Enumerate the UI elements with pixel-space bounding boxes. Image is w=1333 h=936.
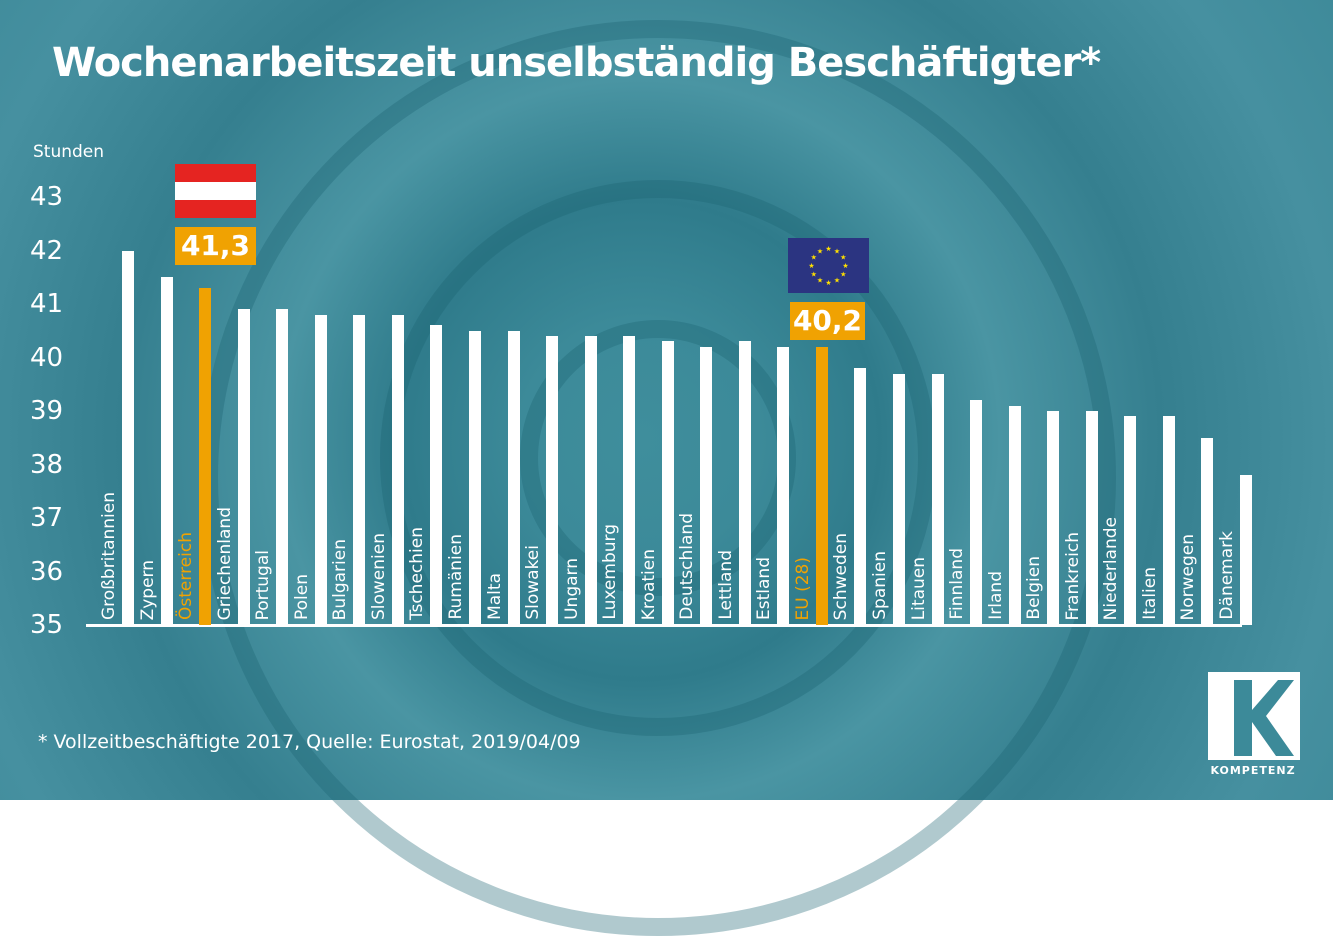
bar-malta [507,330,520,625]
bar-zypern [160,277,173,625]
x-tick-label: Bulgarien [330,538,351,620]
svg-text:★: ★ [817,247,823,255]
bar-norwegen [1201,437,1214,625]
bar-belgien [1047,411,1060,625]
value-label-eu: 40,2 [790,302,865,340]
x-tick-label: Portugal [253,549,274,620]
bar-tschechien [430,325,443,625]
svg-text:★: ★ [825,279,831,287]
x-tick-label: Irland [985,571,1006,620]
x-tick-label: Lettland [715,550,736,620]
bar-schweden [854,368,867,625]
x-tick-label: Schweden [831,532,852,620]
bar-rumänien [468,330,481,625]
bar-kroatien [661,341,674,625]
x-tick-label: Großbritannien [99,492,119,620]
x-tick-label: Griechenland [214,506,235,620]
austria-flag-icon [175,164,256,218]
svg-text:★: ★ [808,262,814,270]
y-axis-label: Stunden [33,142,105,162]
x-tick-label: Spanien [870,551,890,620]
x-tick-label: Kroatien [638,548,659,620]
x-tick-label: Österreich [176,532,197,620]
bar-ungarn [584,336,597,625]
y-tick-label: 37 [30,503,64,533]
y-tick-label: 39 [30,396,64,426]
eu-flag-icon: ★ ★ ★ ★ ★ ★ ★ ★ ★ ★ ★ ★ [788,238,869,293]
bar-slowakei [546,336,559,625]
svg-text:★: ★ [834,247,840,255]
y-tick-label: 42 [30,235,64,266]
bar-irland [1008,405,1021,625]
bar-eu-28- [815,346,828,625]
bar-niederlande [1124,416,1137,625]
bar-estland [777,346,790,625]
x-tick-label: Zypern [137,559,158,620]
x-axis-line [86,624,1242,627]
x-tick-label: Belgien [1024,556,1045,620]
x-tick-label: Slowenien [368,532,389,620]
bar-großbritannien [122,250,134,625]
x-tick-label: Ungarn [561,558,582,620]
bar-portugal [276,309,289,625]
svg-text:★: ★ [817,277,823,285]
chart-title: Wochenarbeitszeit unselbständig Beschäft… [52,40,1101,86]
x-tick-label: Estland [754,557,775,620]
x-tick-label: Niederlande [1101,516,1122,620]
x-tick-label: Norwegen [1178,533,1199,621]
svg-text:★: ★ [834,277,840,285]
x-tick-label: EU (28) [792,556,813,620]
x-tick-label: Frankreich [1062,531,1083,621]
y-tick-label: 43 [30,182,64,212]
bar-litauen [931,373,944,625]
logo-text: KOMPETENZ [1210,764,1296,777]
y-tick-label: 41 [30,289,64,319]
x-tick-label: Dänemark [1216,531,1237,620]
x-tick-label: Italien [1139,567,1160,620]
bar-dänemark [1239,475,1252,625]
bar-frankreich [1085,411,1098,625]
bar-griechenland [237,309,250,625]
bar-polen [314,314,327,625]
bar-italien [1162,416,1175,625]
svg-text:★: ★ [811,271,817,279]
bar-luxemburg [623,336,636,625]
bar-slowenien [391,314,404,625]
svg-text:★: ★ [842,262,848,270]
x-tick-label: Litauen [908,556,929,620]
kompetenz-logo [1208,672,1300,760]
y-tick-label: 38 [30,449,64,480]
svg-text:★: ★ [825,245,831,253]
x-tick-label: Polen [291,573,312,620]
x-tick-label: Slowakei [523,545,544,620]
x-tick-label: Rumänien [445,534,466,620]
bar-lettland [738,341,751,625]
y-tick-label: 35 [30,610,64,640]
svg-text:★: ★ [811,254,817,262]
bar-österreich [199,287,212,625]
bar-deutschland [700,346,713,625]
bar-bulgarien [353,314,366,625]
svg-text:★: ★ [840,271,846,279]
y-tick-label: 36 [30,556,64,587]
x-tick-label: Tschechien [407,526,428,620]
value-label-oesterreich: 41,3 [175,227,256,265]
bar-spanien [893,373,905,625]
x-tick-label: Malta [484,573,505,620]
y-tick-label: 40 [30,342,64,373]
x-tick-label: Deutschland [677,513,698,620]
footnote: * Vollzeitbeschäftigte 2017, Quelle: Eur… [38,731,581,753]
x-tick-label: Luxemburg [600,524,621,620]
svg-text:★: ★ [840,254,846,262]
x-tick-label: Finnland [947,548,968,620]
bar-finnland [970,400,983,625]
